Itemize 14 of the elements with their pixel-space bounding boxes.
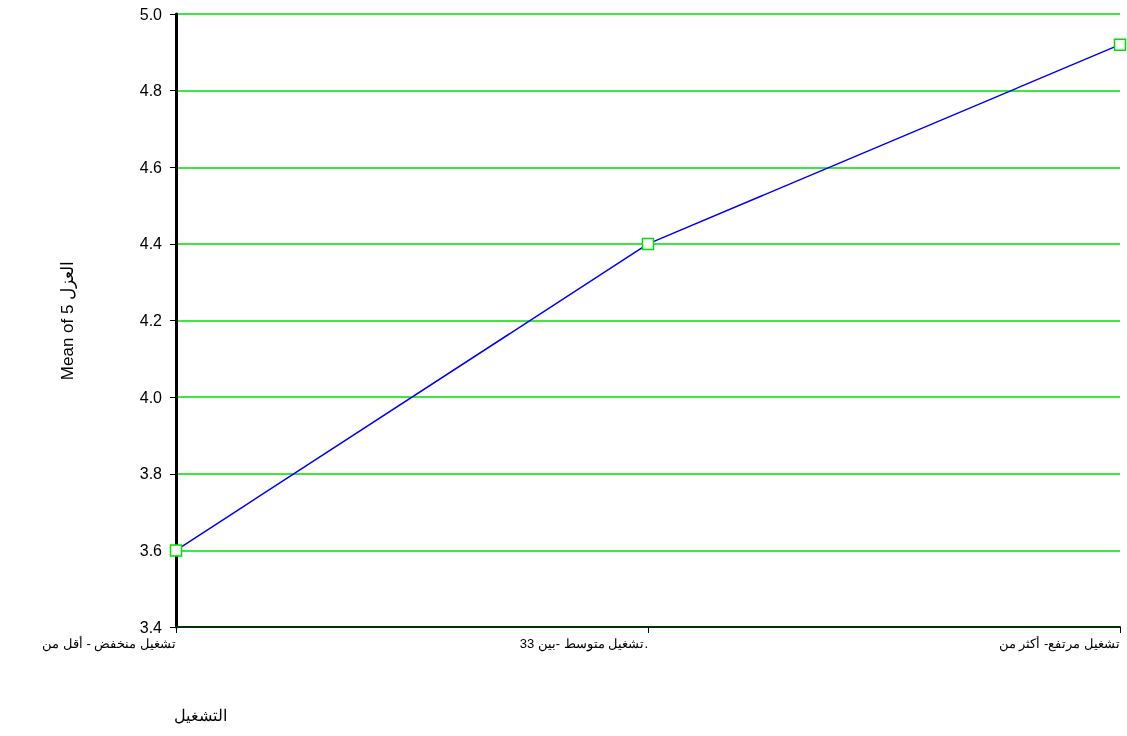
x-axis-title: التشغيل	[173, 706, 227, 724]
x-tick-label: تشغيل متوسط -بين 33.	[519, 636, 648, 652]
y-tick-label: 4.2	[139, 312, 163, 329]
y-tick-label: 3.6	[139, 541, 163, 559]
y-tick-label: 5.0	[139, 5, 163, 23]
y-tick-label: 4.6	[139, 158, 163, 176]
y-axis-title: Mean of 5 العزل	[58, 260, 78, 381]
y-tick-label: 3.4	[139, 618, 163, 636]
x-tick-label: تشغيل منخفض - أقل من	[42, 635, 176, 652]
y-tick-label: 4.4	[139, 235, 163, 253]
y-tick-label: 4.0	[139, 388, 163, 406]
y-tick-label: 3.8	[139, 465, 163, 483]
x-tick-label: تشغيل مرتفع- أكثر من	[998, 635, 1120, 652]
y-tick-label: 4.8	[139, 82, 163, 100]
